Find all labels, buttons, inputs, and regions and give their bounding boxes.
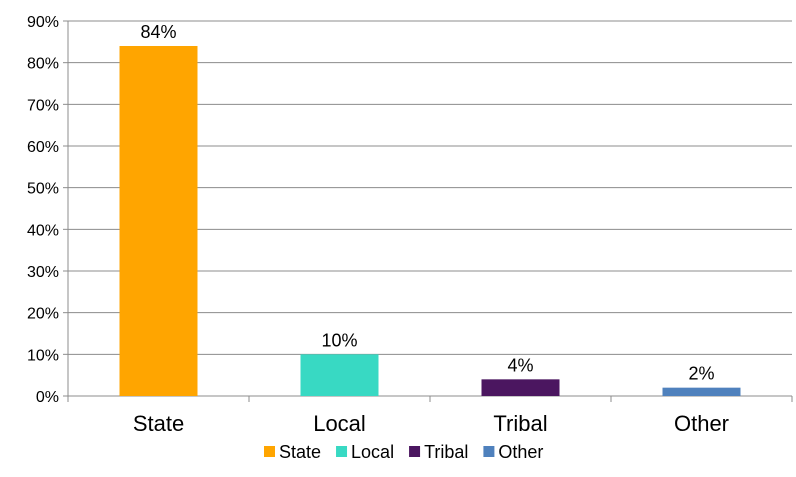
bar-state bbox=[119, 46, 198, 396]
x-tick-label: Other bbox=[674, 411, 729, 436]
y-tick-label: 20% bbox=[27, 306, 59, 323]
legend-label: State bbox=[279, 442, 321, 462]
y-tick-label: 10% bbox=[27, 347, 59, 364]
y-tick-label: 30% bbox=[27, 264, 59, 281]
data-label: 4% bbox=[507, 355, 533, 375]
y-tick-label: 50% bbox=[27, 181, 59, 198]
legend-swatch bbox=[483, 446, 495, 457]
x-tick-label: Local bbox=[313, 411, 366, 436]
y-tick-label: 60% bbox=[27, 139, 59, 156]
legend-label: Tribal bbox=[424, 442, 468, 462]
y-tick-label: 80% bbox=[27, 56, 59, 73]
legend-swatch bbox=[336, 446, 348, 457]
y-tick-label: 70% bbox=[27, 97, 59, 114]
legend-swatch bbox=[409, 446, 421, 457]
data-label: 84% bbox=[140, 22, 176, 42]
y-tick-label: 40% bbox=[27, 222, 59, 239]
legend-swatch bbox=[264, 446, 275, 457]
y-tick-label: 90% bbox=[27, 14, 59, 31]
bar-local bbox=[300, 354, 379, 396]
legend-label: Other bbox=[498, 442, 543, 462]
data-label: 2% bbox=[688, 364, 714, 384]
bar-other bbox=[662, 387, 741, 396]
y-tick-label: 0% bbox=[36, 389, 59, 406]
legend-label: Local bbox=[351, 442, 394, 462]
x-tick-label: State bbox=[133, 411, 184, 436]
data-label: 10% bbox=[321, 330, 357, 350]
bar-tribal bbox=[481, 379, 560, 396]
x-tick-label: Tribal bbox=[493, 411, 547, 436]
